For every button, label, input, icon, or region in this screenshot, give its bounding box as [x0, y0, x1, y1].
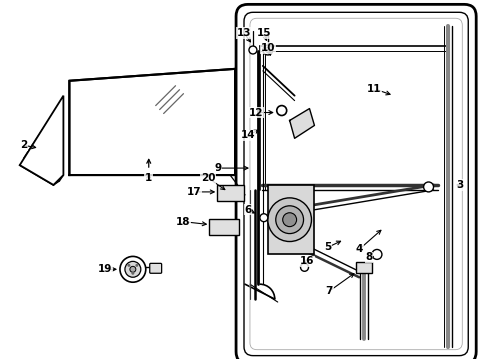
Text: 7: 7 — [325, 286, 332, 296]
Circle shape — [282, 213, 296, 227]
Polygon shape — [69, 69, 235, 175]
Text: 6: 6 — [244, 205, 251, 215]
Text: 17: 17 — [187, 187, 201, 197]
Circle shape — [248, 46, 256, 54]
Text: 12: 12 — [248, 108, 263, 117]
Text: 4: 4 — [355, 244, 362, 255]
FancyBboxPatch shape — [217, 185, 244, 201]
Text: 15: 15 — [256, 28, 270, 38]
Circle shape — [120, 256, 145, 282]
FancyBboxPatch shape — [209, 219, 239, 235]
Polygon shape — [289, 109, 314, 138]
Circle shape — [275, 206, 303, 234]
Text: 2: 2 — [20, 140, 27, 150]
Text: 1: 1 — [145, 173, 152, 183]
Text: 5: 5 — [323, 243, 330, 252]
Circle shape — [135, 264, 138, 267]
Circle shape — [264, 46, 271, 54]
Circle shape — [300, 264, 308, 271]
Polygon shape — [20, 96, 63, 185]
Text: 3: 3 — [456, 180, 463, 190]
Circle shape — [267, 198, 311, 242]
Circle shape — [423, 182, 433, 192]
Text: 20: 20 — [201, 173, 215, 183]
Text: 11: 11 — [366, 84, 381, 94]
FancyBboxPatch shape — [236, 4, 475, 360]
Circle shape — [131, 272, 134, 275]
Circle shape — [127, 264, 130, 267]
Text: 14: 14 — [240, 130, 255, 140]
Text: 19: 19 — [98, 264, 112, 274]
Circle shape — [124, 261, 141, 277]
Circle shape — [259, 214, 267, 222]
Text: 18: 18 — [176, 217, 190, 227]
Text: 9: 9 — [214, 163, 222, 173]
Polygon shape — [267, 185, 314, 255]
Circle shape — [265, 48, 270, 53]
Text: 10: 10 — [260, 43, 275, 53]
FancyBboxPatch shape — [355, 262, 371, 273]
Circle shape — [371, 249, 381, 260]
FancyBboxPatch shape — [149, 264, 162, 273]
Circle shape — [130, 266, 136, 272]
Text: 13: 13 — [236, 28, 251, 38]
Text: 16: 16 — [300, 256, 314, 266]
Circle shape — [263, 45, 272, 55]
Text: 8: 8 — [365, 252, 372, 262]
